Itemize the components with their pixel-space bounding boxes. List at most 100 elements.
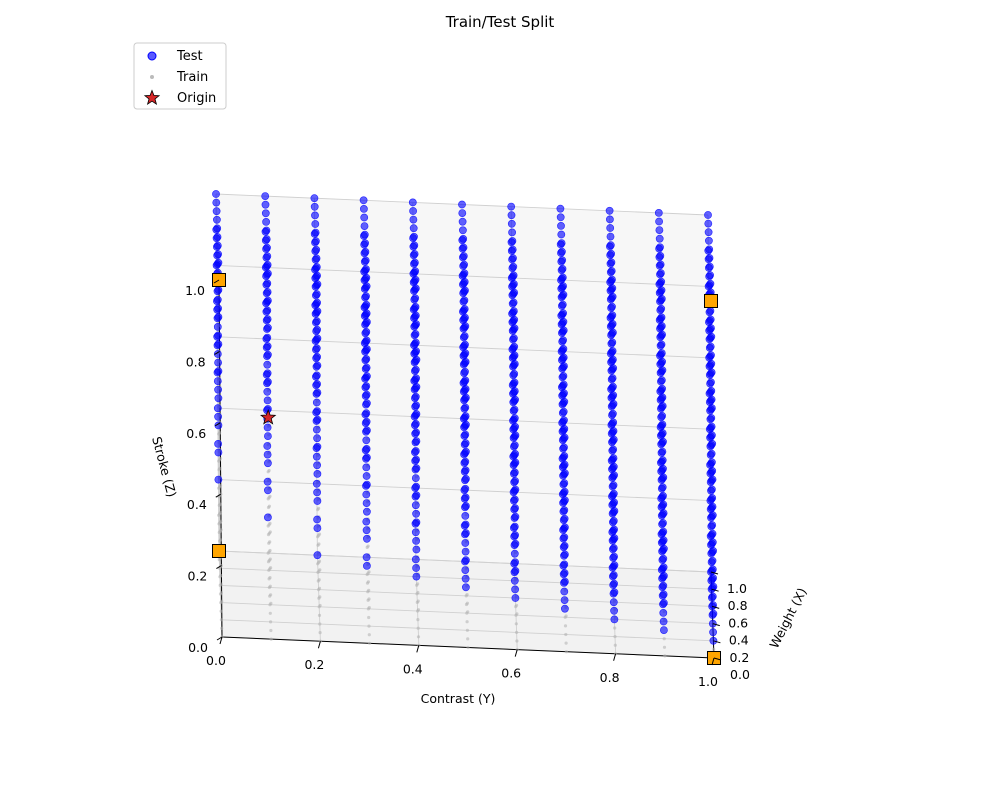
test-point bbox=[263, 486, 272, 495]
test-point bbox=[655, 226, 664, 234]
test-point bbox=[559, 380, 568, 389]
y-tick-label: 1.0 bbox=[698, 674, 718, 689]
tick-mark bbox=[514, 649, 518, 657]
test-point bbox=[610, 606, 618, 615]
test-point bbox=[609, 462, 618, 471]
test-point bbox=[460, 305, 469, 313]
train-point bbox=[515, 603, 519, 607]
test-point bbox=[655, 217, 663, 226]
legend-test-swatch bbox=[147, 51, 157, 61]
test-point bbox=[312, 254, 321, 263]
test-point bbox=[412, 320, 420, 328]
test-point bbox=[609, 418, 618, 427]
test-point bbox=[412, 355, 421, 364]
test-point bbox=[461, 466, 470, 475]
train-point bbox=[269, 601, 273, 606]
test-point bbox=[511, 594, 520, 602]
train-point bbox=[367, 615, 371, 620]
train-point bbox=[268, 611, 272, 615]
test-point bbox=[411, 555, 420, 564]
test-point bbox=[412, 428, 420, 437]
test-point bbox=[313, 469, 322, 478]
test-point bbox=[461, 412, 470, 420]
test-point bbox=[461, 376, 470, 385]
train-point bbox=[317, 542, 321, 546]
test-point bbox=[708, 494, 717, 502]
tick-mark bbox=[416, 645, 420, 653]
x-tick-label: 0.8 bbox=[728, 598, 748, 613]
test-point bbox=[659, 590, 668, 599]
test-point bbox=[261, 209, 270, 218]
train-point bbox=[416, 599, 420, 603]
test-point bbox=[409, 215, 418, 224]
test-point bbox=[560, 362, 568, 370]
train-point bbox=[662, 637, 666, 641]
test-point bbox=[312, 344, 321, 353]
test-point bbox=[360, 222, 369, 230]
test-point bbox=[607, 249, 615, 258]
tick-mark bbox=[710, 571, 719, 575]
test-point bbox=[507, 211, 516, 220]
test-point bbox=[560, 542, 569, 550]
test-point bbox=[213, 322, 222, 331]
test-point bbox=[311, 211, 319, 220]
corner-square-marker bbox=[704, 294, 718, 308]
test-point bbox=[262, 217, 270, 226]
test-point bbox=[510, 405, 519, 414]
test-point bbox=[214, 367, 223, 376]
test-point bbox=[658, 366, 667, 375]
test-point bbox=[410, 258, 419, 267]
test-point bbox=[560, 389, 568, 398]
train-point bbox=[220, 599, 224, 603]
test-point bbox=[262, 226, 271, 235]
test-point bbox=[460, 332, 469, 340]
test-point bbox=[510, 342, 519, 351]
test-point bbox=[263, 350, 272, 359]
tick-mark bbox=[711, 657, 715, 666]
test-point bbox=[657, 376, 666, 385]
test-point bbox=[706, 342, 715, 351]
train-point bbox=[416, 590, 420, 595]
test-point bbox=[659, 563, 668, 572]
test-point bbox=[263, 377, 272, 386]
test-point bbox=[660, 626, 668, 634]
test-point bbox=[412, 572, 421, 581]
test-point bbox=[609, 364, 618, 373]
test-point bbox=[362, 399, 371, 408]
tick-mark bbox=[317, 641, 321, 649]
test-point bbox=[461, 313, 469, 322]
test-point bbox=[411, 501, 420, 510]
test-point bbox=[263, 252, 272, 261]
test-point bbox=[460, 277, 469, 286]
test-point bbox=[609, 355, 617, 364]
train-point bbox=[268, 557, 272, 561]
train-point bbox=[317, 613, 322, 618]
test-point bbox=[411, 284, 420, 293]
test-point bbox=[708, 556, 717, 565]
test-point bbox=[212, 215, 221, 224]
train-point bbox=[219, 618, 223, 622]
test-point bbox=[362, 499, 371, 507]
test-point bbox=[510, 288, 519, 297]
test-point bbox=[458, 226, 467, 235]
test-point bbox=[511, 431, 520, 440]
test-point bbox=[606, 241, 615, 250]
test-point bbox=[559, 336, 567, 345]
tick-mark bbox=[214, 422, 221, 427]
train-point bbox=[218, 431, 222, 435]
test-point bbox=[707, 368, 716, 377]
test-point bbox=[559, 326, 568, 335]
test-point bbox=[556, 204, 565, 213]
test-point bbox=[263, 450, 272, 459]
test-point bbox=[458, 200, 466, 209]
test-point bbox=[509, 254, 517, 263]
test-point bbox=[362, 382, 371, 390]
test-point bbox=[412, 564, 420, 572]
test-point bbox=[510, 369, 519, 378]
test-point bbox=[706, 315, 715, 324]
train-point bbox=[219, 591, 223, 595]
test-point bbox=[657, 269, 665, 277]
train-point bbox=[219, 609, 223, 613]
test-point bbox=[411, 302, 420, 311]
test-point bbox=[459, 234, 468, 243]
